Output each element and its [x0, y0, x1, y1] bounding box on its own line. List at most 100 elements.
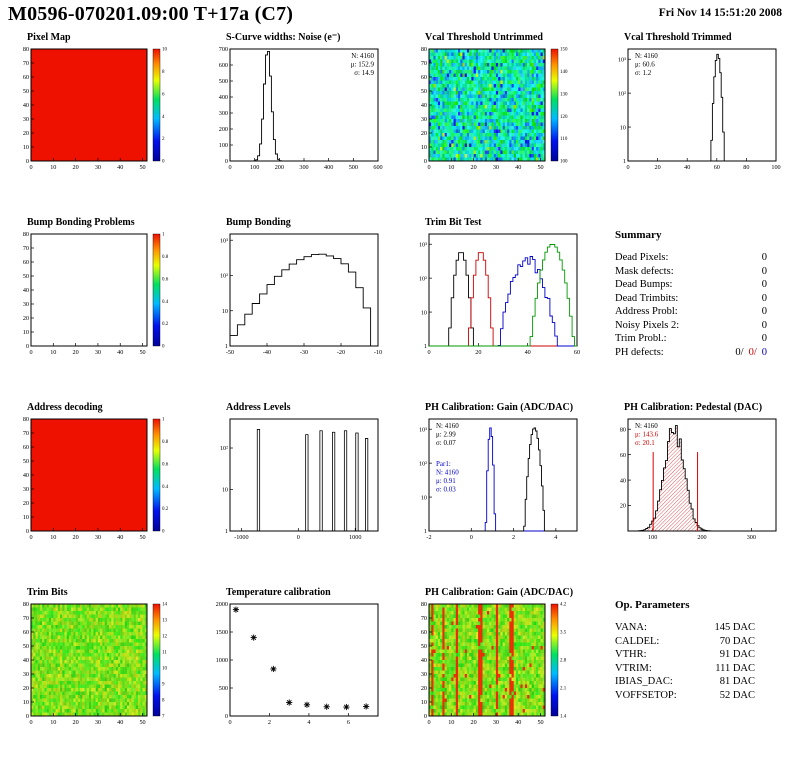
svg-text:2: 2 — [162, 137, 165, 142]
svg-text:2: 2 — [512, 534, 515, 541]
svg-text:10: 10 — [421, 144, 427, 151]
svg-text:80: 80 — [23, 231, 29, 238]
svg-text:0: 0 — [162, 345, 165, 350]
svg-text:50: 50 — [421, 88, 427, 95]
panel-title: Bump Bonding Problems — [27, 217, 135, 228]
svg-text:300: 300 — [747, 534, 756, 541]
trim-bits-chart: 7 8 9 10 11 12 13 14 0 10 20 30 40 50 0 10 20 30 40 50 60 70 8… — [23, 601, 168, 726]
panel-title: PH Calibration: Pedestal (DAC) — [624, 402, 763, 413]
svg-text:60: 60 — [23, 259, 29, 266]
summary-row-dead-trimbits: Dead Trimbits: 0 — [615, 292, 767, 306]
scurve-noise-chart: 0 100 200 300 400 500 600 0 100 200 300 400 500 600 70… — [219, 46, 383, 171]
svg-text:14: 14 — [162, 603, 168, 608]
row-value: 0 — [761, 252, 767, 263]
row-value: 81 DAC — [719, 676, 755, 687]
svg-text:70: 70 — [23, 60, 29, 67]
svg-text:20: 20 — [73, 534, 79, 541]
pixel-map-chart: 0 2 4 6 8 10 0 10 20 30 40 50 0 10 20 30 40 50 60 70 80 — [23, 46, 168, 171]
row-value: 0 — [761, 306, 767, 317]
svg-text:40: 40 — [117, 164, 123, 171]
svg-text:80: 80 — [23, 601, 29, 608]
svg-text:2000: 2000 — [216, 601, 228, 608]
svg-text:20: 20 — [421, 130, 427, 137]
svg-text:8: 8 — [162, 70, 165, 75]
panel-ph-pedestal: PH Calibration: Pedestal (DAC) 100 200 300… — [597, 400, 796, 585]
panel-title: PH Calibration: Gain (ADC/DAC) — [425, 587, 574, 598]
svg-text:10: 10 — [162, 667, 168, 672]
svg-text:0.8: 0.8 — [162, 255, 169, 260]
svg-text:50: 50 — [139, 719, 145, 726]
svg-text:80: 80 — [23, 46, 29, 53]
svg-text:μ: 0.91: μ: 0.91 — [436, 477, 456, 485]
svg-text:20: 20 — [620, 503, 626, 510]
svg-text:10: 10 — [162, 48, 168, 53]
svg-text:600: 600 — [219, 62, 228, 69]
panel-title: Vcal Threshold Untrimmed — [425, 32, 543, 43]
bump-bonding-chart: -50 -40 -30 -20 -10 1 10 10² 10³ — [220, 233, 382, 356]
panel-bump-bonding-problems: Bump Bonding Problems 0 0.2 0.4 0.6 0.8 1 0 10 2… — [0, 215, 199, 400]
svg-text:0.8: 0.8 — [162, 440, 169, 445]
svg-text:N: 4160: N: 4160 — [351, 52, 374, 60]
panel-title: PH Calibration: Gain (ADC/DAC) — [425, 402, 574, 413]
svg-text:10³: 10³ — [419, 426, 427, 433]
svg-text:10³: 10³ — [618, 56, 626, 63]
svg-text:12: 12 — [162, 635, 168, 640]
svg-text:1500: 1500 — [216, 629, 228, 636]
svg-text:0: 0 — [29, 349, 32, 356]
panel-op-parameters: Op. Parameters VANA: 145 DAC CALDEL: 70 … — [597, 585, 796, 770]
row-label: VTHR: — [615, 649, 647, 660]
svg-text:6: 6 — [162, 92, 165, 97]
svg-text:50: 50 — [23, 88, 29, 95]
panel-trim-bit-test: Trim Bit Test 0 20 40 60 1 10 10² 10³ — [398, 215, 597, 400]
address-decoding-chart: 00.20.40.60.810 10 20 30 40 50010203040506070… — [23, 416, 169, 541]
row-label: PH defects: — [615, 346, 664, 358]
row-value: 145 DAC — [714, 622, 755, 633]
svg-text:110: 110 — [560, 137, 568, 142]
row-label: Mask defects: — [615, 265, 674, 277]
svg-text:30: 30 — [23, 301, 29, 308]
svg-text:0.2: 0.2 — [162, 322, 169, 327]
svg-text:30: 30 — [23, 486, 29, 493]
row-label: Noisy Pixels 2: — [615, 319, 680, 331]
svg-text:50: 50 — [139, 164, 145, 171]
svg-text:0: 0 — [26, 158, 29, 165]
svg-text:10²: 10² — [618, 90, 626, 97]
svg-text:4: 4 — [162, 115, 165, 120]
svg-text:100: 100 — [219, 142, 228, 149]
plot-grid: Pixel Map 0 2 4 6 8 10 0 10 20 30 40 50 0 10 20 30 40 50 6… — [0, 30, 796, 770]
svg-text:4: 4 — [307, 719, 310, 726]
svg-text:50: 50 — [23, 458, 29, 465]
summary-row-noisy-pixels: Noisy Pixels 2: 0 — [615, 319, 767, 333]
ph-calibration-gain-map-chart: 1.42.12.83.54.20 10 20 30 40 5001020304050607… — [421, 601, 567, 726]
panel-title: Vcal Threshold Trimmed — [624, 32, 732, 43]
svg-text:μ: 152.9: μ: 152.9 — [351, 61, 375, 69]
svg-text:100: 100 — [771, 164, 780, 171]
svg-text:8: 8 — [162, 699, 165, 704]
svg-text:20: 20 — [475, 349, 481, 356]
trim-bit-test-chart: 0 20 40 60 1 10 10² 10³ — [419, 233, 580, 356]
ph-defect-values: 0/ 0/ 0 — [735, 346, 767, 360]
summary-row-trim-probl: Trim Probl.: 0 — [615, 332, 767, 346]
svg-text:1: 1 — [225, 528, 228, 535]
panel-ph-gain-hist: PH Calibration: Gain (ADC/DAC) -2 0 2 4 1 10 1… — [398, 400, 597, 585]
row-label: Trim Probl.: — [615, 333, 667, 344]
op-row-vana: VANA: 145 DAC — [615, 621, 755, 635]
bump-bonding-problems-chart: 00.20.40.60.810 10 20 30 40 50010203040506070… — [23, 231, 169, 356]
svg-text:10: 10 — [222, 487, 228, 494]
svg-text:80: 80 — [743, 164, 749, 171]
svg-text:10²: 10² — [220, 445, 228, 452]
svg-text:20: 20 — [23, 315, 29, 322]
row-value: 0 — [761, 333, 767, 344]
svg-text:20: 20 — [23, 685, 29, 692]
svg-text:0: 0 — [228, 719, 231, 726]
svg-text:60: 60 — [421, 74, 427, 81]
svg-text:70: 70 — [23, 430, 29, 437]
svg-text:10²: 10² — [419, 460, 427, 467]
svg-text:10²: 10² — [419, 275, 427, 282]
svg-text:100: 100 — [560, 160, 568, 165]
address-levels-chart: -1000 0 1000 1 10 10² — [220, 418, 379, 541]
svg-text:σ: 14.9: σ: 14.9 — [354, 69, 374, 77]
row-value: 0 — [761, 279, 767, 290]
